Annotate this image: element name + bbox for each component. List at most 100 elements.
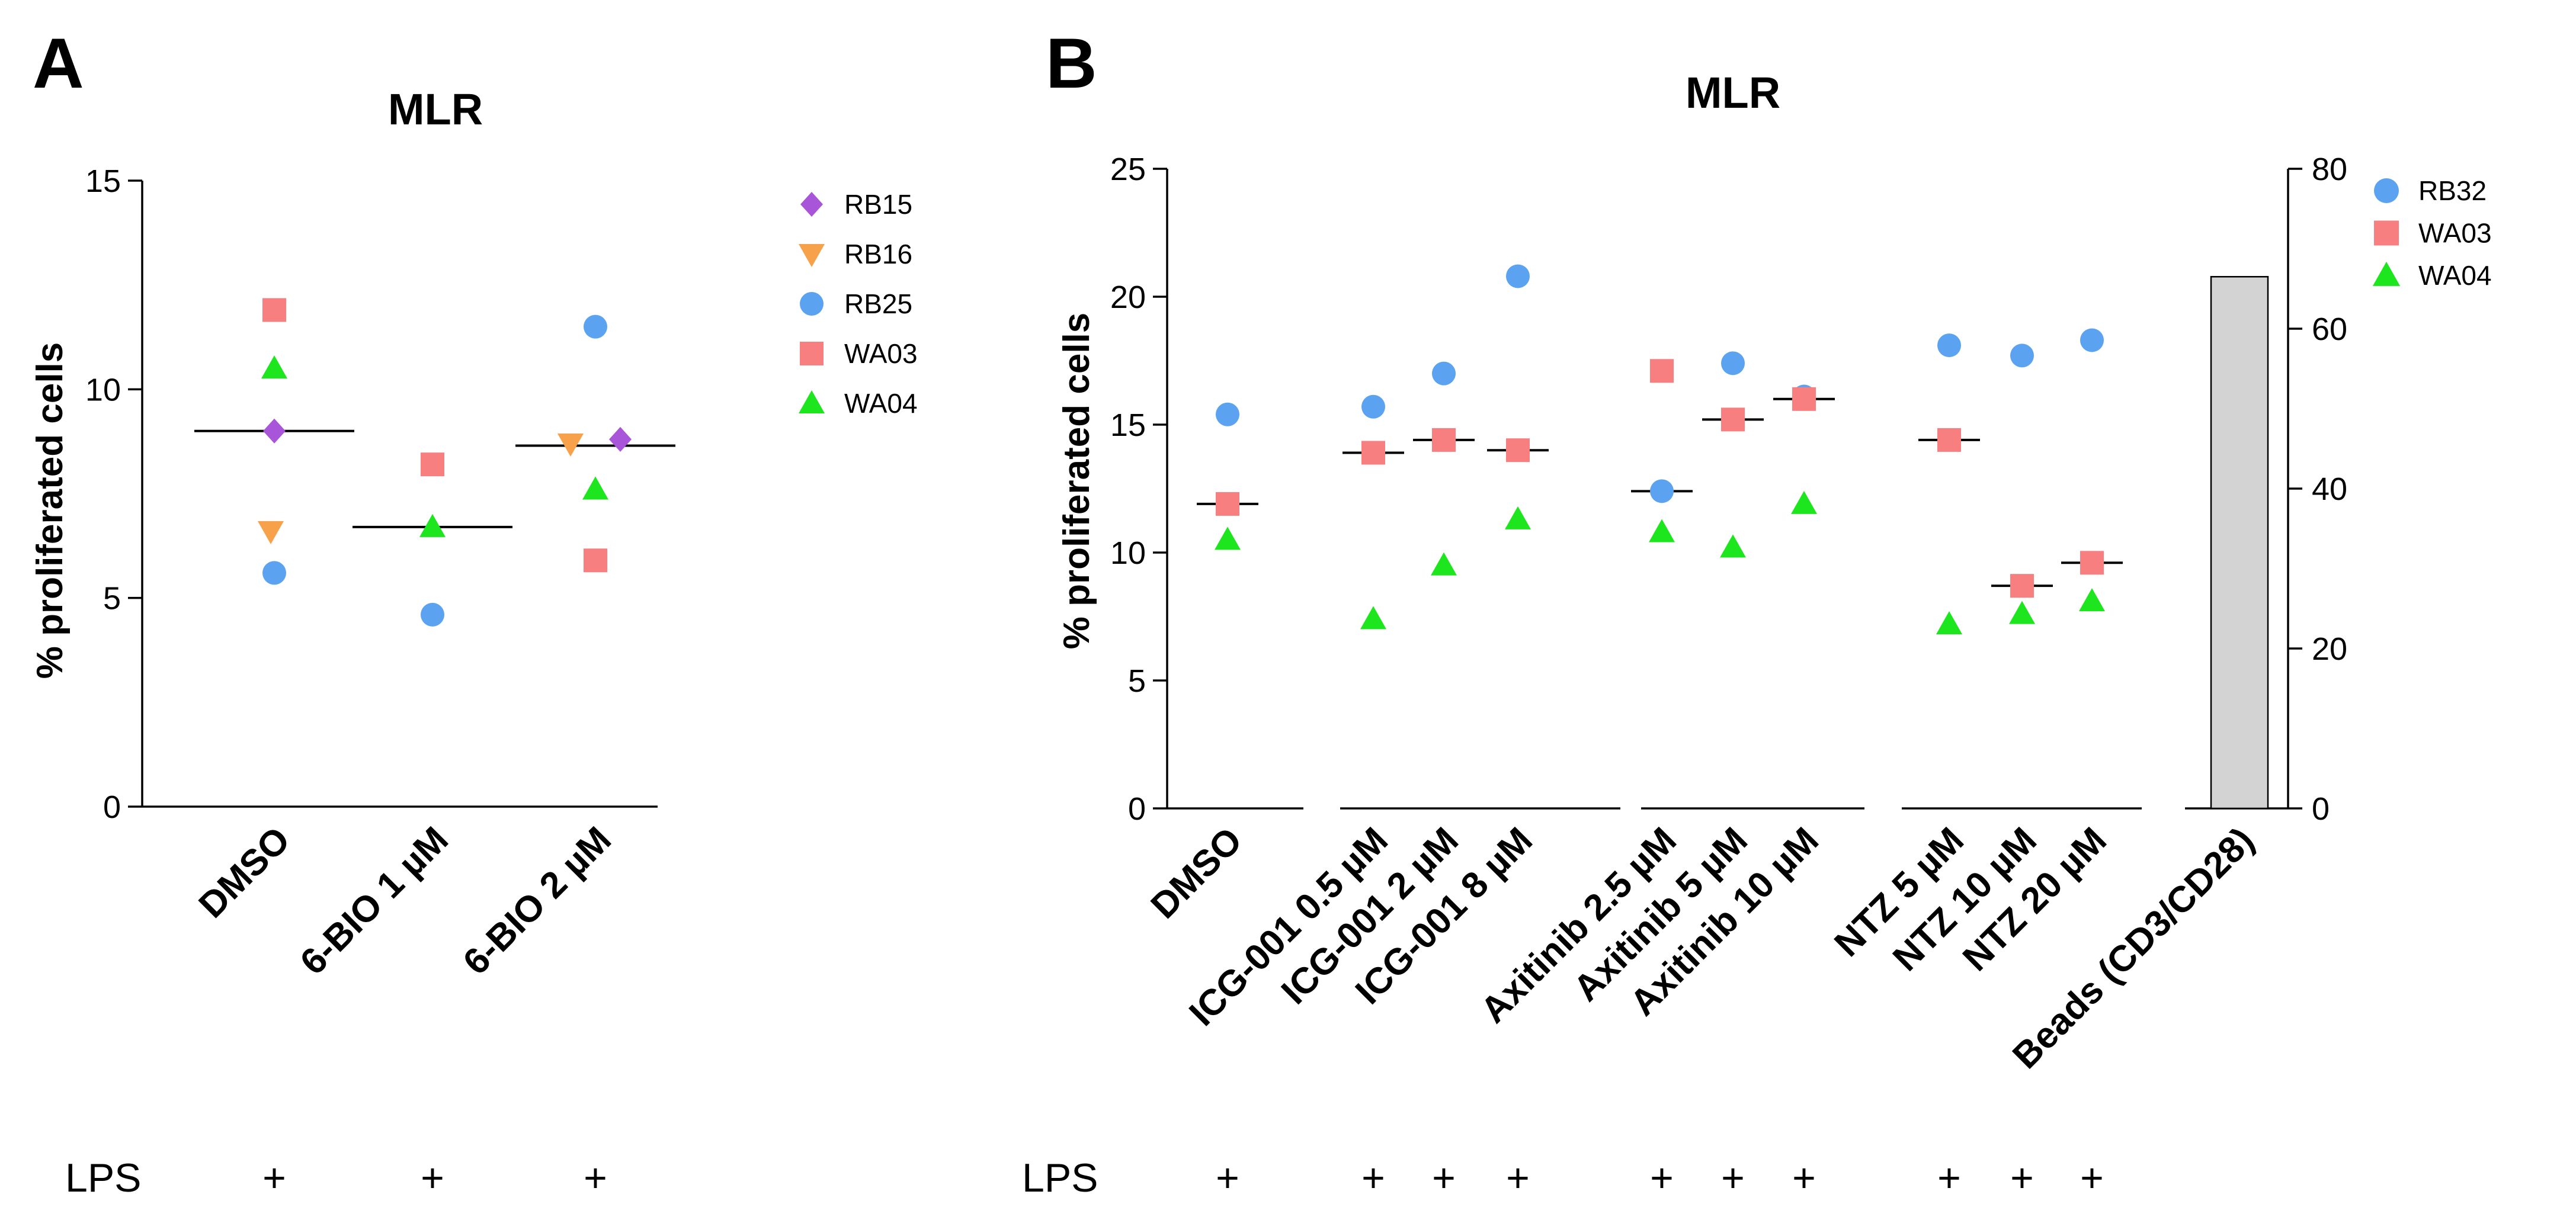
panel-letter-b: B (1046, 24, 1097, 103)
point-wa04 (582, 476, 608, 500)
point-rb32 (2080, 328, 2104, 352)
point-wa03 (1361, 441, 1385, 465)
legend-marker-wa03 (800, 342, 824, 365)
legend-label-wa04: WA04 (844, 388, 918, 419)
point-wa03 (1432, 428, 1456, 452)
lps-marker: + (1506, 1155, 1530, 1200)
y-tick-label-a: 15 (85, 163, 121, 199)
panel-b: B MLR % proliferated cells 0 5 10 15 20 25 0 20… (1022, 24, 2492, 1200)
point-rb25 (584, 314, 607, 339)
point-wa04 (2079, 588, 2105, 612)
points-a (258, 298, 632, 627)
legend-marker-wa03 (2374, 220, 2399, 246)
point-rb16 (258, 521, 284, 544)
y2-tick-label-b: 60 (2312, 312, 2347, 347)
legend-marker-rb32 (2374, 178, 2399, 203)
lps-marker: + (2010, 1155, 2034, 1200)
axes-b: 0 5 10 15 20 25 0 20 40 60 80 (1110, 152, 2347, 827)
point-wa03 (2080, 551, 2104, 575)
lps-marker: + (2080, 1155, 2104, 1200)
legend-marker-rb25 (800, 292, 824, 316)
point-rb25 (421, 602, 444, 627)
point-wa03 (421, 452, 444, 477)
axes-a: 0 5 10 15 (85, 163, 658, 825)
category-label-6-bio-2-m: 6-BIO 2 µM (456, 819, 619, 983)
lps-label-b: LPS (1022, 1155, 1098, 1200)
legend-a: RB15 RB16 RB25 WA03 WA04 (799, 189, 918, 419)
point-wa03 (262, 298, 286, 322)
y2-tick-label-b: 80 (2312, 152, 2347, 187)
legend-label-rb25: RB25 (844, 288, 912, 319)
point-rb32 (1432, 361, 1456, 386)
point-wa03 (1650, 359, 1674, 383)
point-wa04 (261, 355, 287, 379)
point-wa04 (1215, 526, 1241, 550)
category-label-6-bio-1-m: 6-BIO 1 µM (293, 819, 456, 983)
y-tick-label-a: 10 (85, 372, 121, 407)
point-wa03 (1721, 407, 1745, 432)
lps-row-a: LPS + + + (65, 1155, 607, 1200)
point-wa03 (1506, 438, 1530, 463)
point-wa03 (2010, 574, 2034, 598)
point-wa04 (1791, 490, 1817, 514)
lps-label-a: LPS (65, 1155, 142, 1200)
point-wa04 (2009, 601, 2035, 624)
bar-beads (2210, 276, 2269, 810)
y-tick-label-a: 0 (103, 789, 121, 825)
lps-marker: + (1432, 1155, 1456, 1200)
legend-label-rb16: RB16 (844, 239, 912, 269)
point-wa03 (1216, 492, 1239, 516)
legend-label-rb15: RB15 (844, 189, 912, 220)
point-wa03 (584, 548, 607, 573)
point-wa03 (1792, 387, 1816, 411)
y-tick-label-b: 15 (1110, 407, 1146, 443)
category-label-dmso: DMSO (191, 819, 298, 926)
chart-title-b: MLR (1686, 68, 1780, 117)
y-tick-label-b: 0 (1128, 791, 1146, 827)
point-rb32 (1721, 351, 1745, 375)
lps-marker: + (1650, 1155, 1674, 1200)
lps-marker: + (1216, 1155, 1239, 1200)
point-rb32 (1361, 394, 1385, 419)
point-rb15 (609, 426, 632, 452)
legend-b: RB32 WA03 WA04 (2372, 175, 2492, 291)
y2-tick-label-b: 20 (2312, 631, 2347, 667)
point-wa04 (1720, 534, 1746, 558)
y2-tick-label-b: 0 (2312, 791, 2330, 827)
y-tick-label-b: 10 (1110, 535, 1146, 571)
legend-marker-wa04 (799, 390, 825, 413)
y-tick-label-b: 20 (1110, 280, 1146, 315)
panel-letter-a: A (33, 24, 84, 103)
point-wa04 (1360, 606, 1386, 630)
lps-marker: + (262, 1155, 286, 1200)
legend-label-wa03: WA03 (2418, 218, 2492, 249)
y-tick-label-b: 5 (1128, 663, 1146, 699)
lps-marker: + (584, 1155, 607, 1200)
legend-label-wa04: WA04 (2418, 260, 2492, 291)
y-tick-label-a: 5 (103, 581, 121, 617)
points-b (1215, 264, 2105, 634)
y-axis-label-a: % proliferated cells (30, 342, 71, 679)
point-rb32 (2010, 343, 2034, 368)
bar-b (2210, 276, 2269, 810)
category-label-dmso: DMSO (1143, 820, 1250, 926)
lps-marker: + (1721, 1155, 1745, 1200)
chart-title-a: MLR (388, 85, 483, 134)
y-tick-label-b: 25 (1110, 152, 1146, 187)
legend-label-wa03: WA03 (844, 338, 918, 369)
point-rb16 (558, 433, 584, 457)
lps-marker: + (1792, 1155, 1816, 1200)
point-wa04 (1936, 611, 1962, 634)
point-wa04 (1431, 552, 1457, 576)
point-rb32 (1937, 333, 1961, 358)
category-label-beads-cd3-cd28: Beads (CD3/CD28) (2005, 820, 2262, 1077)
point-rb15 (263, 418, 286, 444)
legend-marker-rb15 (800, 192, 823, 217)
medians-a (194, 429, 675, 528)
point-rb32 (1650, 479, 1674, 503)
legend-marker-rb16 (799, 244, 825, 267)
